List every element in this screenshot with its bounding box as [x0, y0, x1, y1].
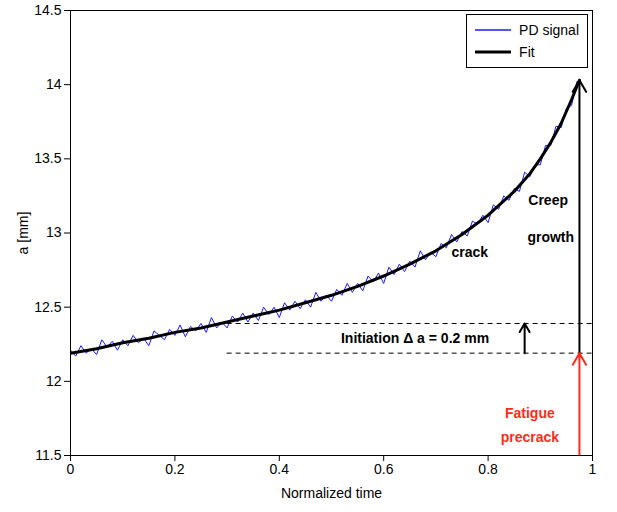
- svg-text:Fatigue: Fatigue: [505, 405, 555, 421]
- svg-text:13.5: 13.5: [34, 150, 61, 166]
- svg-text:14: 14: [46, 76, 62, 92]
- svg-text:0.8: 0.8: [478, 461, 498, 477]
- svg-text:11.5: 11.5: [35, 447, 61, 463]
- svg-text:precrack: precrack: [501, 429, 560, 445]
- svg-text:0.2: 0.2: [165, 461, 185, 477]
- svg-text:14.5: 14.5: [34, 2, 61, 18]
- html-text:PD signal: PD signal: [519, 22, 579, 38]
- svg-text:12.5: 12.5: [34, 299, 61, 315]
- svg-text:a [mm]: a [mm]: [15, 212, 31, 255]
- svg-text:0: 0: [67, 461, 75, 477]
- svg-text:0.6: 0.6: [374, 461, 394, 477]
- html-text:Fit: Fit: [519, 44, 535, 60]
- svg-text:growth: growth: [527, 229, 574, 245]
- svg-text:Initiation Δ a = 0.2 mm: Initiation Δ a = 0.2 mm: [341, 330, 489, 346]
- svg-text:crack: crack: [452, 244, 489, 260]
- svg-text:12: 12: [46, 373, 62, 389]
- svg-text:Normalized time: Normalized time: [281, 485, 382, 501]
- svg-text:1: 1: [589, 461, 597, 477]
- svg-text:0.4: 0.4: [270, 461, 290, 477]
- svg-text:Creep: Creep: [528, 192, 568, 208]
- svg-text:13: 13: [46, 224, 62, 240]
